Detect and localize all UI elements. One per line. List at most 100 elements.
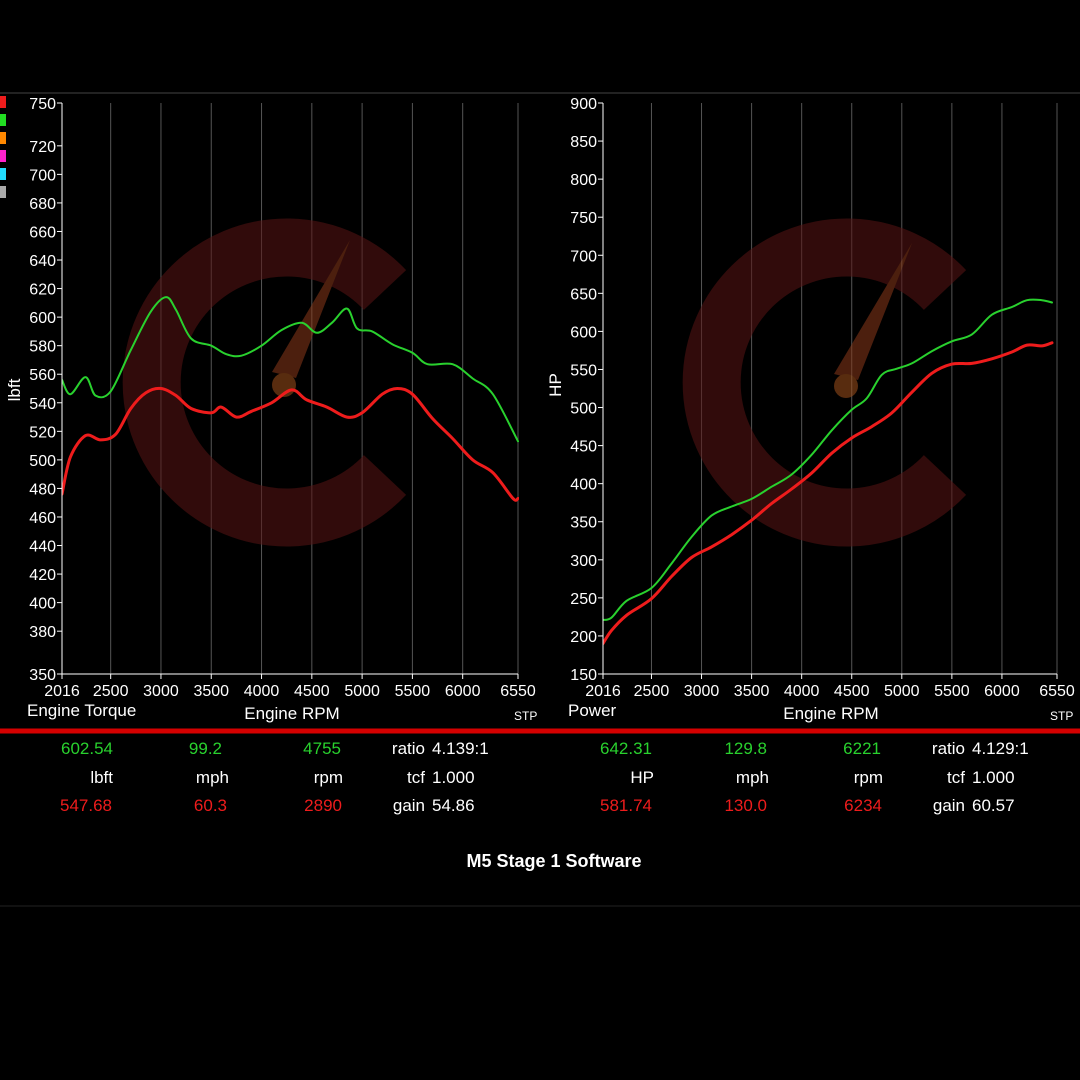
power-y-tick-label: 200 <box>570 629 597 646</box>
torque-y-tick-label: 640 <box>29 253 56 270</box>
torque-y-tick-label: 440 <box>29 539 56 556</box>
power-tuned-rpm: 6221 <box>843 739 881 758</box>
power-y-tick-label: 600 <box>570 324 597 341</box>
torque-gain-label: gain <box>393 796 425 815</box>
power-tuned-speed: 129.8 <box>724 739 767 758</box>
torque-baseline-rpm: 2890 <box>304 796 342 815</box>
torque-y-tick-label: 660 <box>29 224 56 241</box>
power-x-tick-label: 2500 <box>634 683 670 700</box>
legend-swatch <box>0 168 6 180</box>
torque-series-line-tuned <box>62 296 519 443</box>
torque-x-tick-label: 6550 <box>500 683 536 700</box>
torque-series-line-baseline <box>62 386 519 502</box>
torque-y-tick-label: 460 <box>29 510 56 527</box>
power-title: Power <box>568 701 617 720</box>
torque-tuned-rpm: 4755 <box>303 739 341 758</box>
torque-y-tick-label: 540 <box>29 396 56 413</box>
torque-y-tick-label: 380 <box>29 624 56 641</box>
power-y-tick-label: 400 <box>570 477 597 494</box>
torque-x-tick-label: 5500 <box>395 683 431 700</box>
torque-panel: 350 380 400 420 440 460 480 500 520 540 560 580 600 6… <box>5 96 537 723</box>
power-baseline-speed: 130.0 <box>724 796 767 815</box>
torque-x-tick-label: 3000 <box>143 683 179 700</box>
torque-y-tick-label: 500 <box>29 453 56 470</box>
gauge-c-logo-icon <box>122 218 407 547</box>
torque-x-tick-label: 6000 <box>445 683 481 700</box>
legend-swatch <box>0 132 6 144</box>
torque-unit-value: lbft <box>90 768 113 787</box>
torque-y-tick-label: 620 <box>29 282 56 299</box>
power-x-tick-label: 4500 <box>834 683 870 700</box>
legend-swatch <box>0 186 6 198</box>
power-y-tick-label: 900 <box>570 96 597 113</box>
power-y-tick-label: 700 <box>570 248 597 265</box>
torque-y-tick-label: 520 <box>29 424 56 441</box>
power-series-line-tuned <box>603 298 1053 621</box>
power-ylabel: HP <box>546 373 565 397</box>
power-x-tick-label: 6550 <box>1039 683 1075 700</box>
power-tuned-value: 642.31 <box>600 739 652 758</box>
torque-tuned-speed: 99.2 <box>189 739 222 758</box>
torque-baseline-value: 547.68 <box>60 796 112 815</box>
power-y-tick-label: 300 <box>570 553 597 570</box>
torque-grid <box>110 103 519 674</box>
power-y-tick-label: 750 <box>570 210 597 227</box>
power-x-tick-label: 4000 <box>784 683 820 700</box>
torque-y-tick-label: 480 <box>29 481 56 498</box>
power-grid <box>650 103 1058 674</box>
power-unit-rpm: rpm <box>854 768 883 787</box>
power-y-tick-label: 550 <box>570 362 597 379</box>
power-y-tick-label: 500 <box>570 401 597 418</box>
torque-x-tick-label: 4500 <box>294 683 330 700</box>
torque-x-tick-label: 2016 <box>44 683 80 700</box>
power-x-tick-label: 6000 <box>984 683 1020 700</box>
sheet-caption: M5 Stage 1 Software <box>466 851 641 871</box>
torque-y-tick-label: 600 <box>29 310 56 327</box>
torque-ratio: 4.139:1 <box>432 739 489 758</box>
legend-swatch <box>0 150 6 162</box>
power-panel: 150 200 250 300 350 400 450 500 550 600 650 700 750 8… <box>546 96 1075 723</box>
power-x-tick-label: 5000 <box>884 683 920 700</box>
power-y-tick-label: 800 <box>570 172 597 189</box>
power-tcf-label: tcf <box>947 768 965 787</box>
gauge-c-logo-icon <box>682 218 967 547</box>
torque-ylabel: lbft <box>5 378 24 401</box>
power-axes: 150 200 250 300 350 400 450 500 550 600 650 700 750 8… <box>570 96 1075 700</box>
power-y-tick-label: 250 <box>570 591 597 608</box>
torque-y-tick-label: 750 <box>29 96 56 113</box>
power-y-tick-label: 850 <box>570 134 597 151</box>
legend-swatch <box>0 96 6 108</box>
torque-x-tick-label: 3500 <box>193 683 229 700</box>
power-unit-value: HP <box>630 768 654 787</box>
power-readouts: 642.31 129.8 6221 ratio 4.129:1 HP mph r… <box>600 739 1029 815</box>
torque-y-tick-label: 720 <box>29 139 56 156</box>
torque-tuned-value: 602.54 <box>61 739 113 758</box>
power-x-tick-label: 2016 <box>585 683 621 700</box>
torque-tcf: 1.000 <box>432 768 475 787</box>
torque-y-tick-label: 700 <box>29 167 56 184</box>
power-gain-label: gain <box>933 796 965 815</box>
power-gain: 60.57 <box>972 796 1015 815</box>
torque-xlabel: Engine RPM <box>244 704 339 723</box>
torque-x-tick-label: 2500 <box>93 683 129 700</box>
torque-tcf-label: tcf <box>407 768 425 787</box>
torque-y-tick-label: 400 <box>29 596 56 613</box>
power-ratio-label: ratio <box>932 739 965 758</box>
torque-x-tick-label: 4000 <box>244 683 280 700</box>
torque-baseline-speed: 60.3 <box>194 796 227 815</box>
power-unit-speed: mph <box>736 768 769 787</box>
power-ratio: 4.129:1 <box>972 739 1029 758</box>
torque-y-tick-label: 420 <box>29 567 56 584</box>
torque-readouts: 602.54 99.2 4755 ratio 4.139:1 lbft mph … <box>60 739 489 815</box>
torque-series <box>62 296 519 502</box>
torque-y-tick-label: 580 <box>29 339 56 356</box>
torque-y-tick-label: 680 <box>29 196 56 213</box>
power-xlabel: Engine RPM <box>783 704 878 723</box>
power-y-tick-label: 150 <box>570 667 597 684</box>
torque-y-tick-label: 350 <box>29 667 56 684</box>
power-series-line-baseline <box>603 341 1054 645</box>
power-y-tick-label: 650 <box>570 286 597 303</box>
torque-x-tick-label: 5000 <box>344 683 380 700</box>
torque-gain: 54.86 <box>432 796 475 815</box>
